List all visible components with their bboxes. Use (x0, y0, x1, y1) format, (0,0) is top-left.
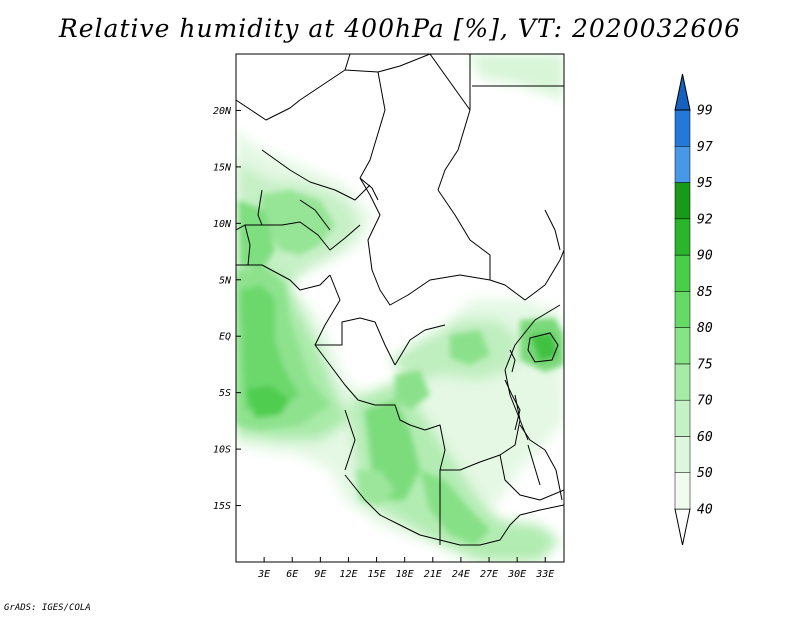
colorbar-label: 97 (697, 140, 713, 155)
colorbar-segment (674, 436, 691, 473)
colorbar-label: 70 (697, 394, 713, 409)
lat-tick-label: 15N (213, 162, 232, 173)
colorbar-segment (674, 327, 691, 365)
colorbar-segment (674, 218, 691, 256)
colorbar-label: 85 (697, 285, 713, 300)
lat-tick-label: 5S (219, 388, 231, 399)
lakes (509, 332, 559, 486)
map-title: Relative humidity at 400hPa [%], VT: 202… (58, 14, 742, 43)
lat-tick-label: 5N (219, 275, 232, 286)
lon-tick-label: 9E (314, 569, 326, 580)
colorbar-segment (674, 182, 691, 220)
latitude-ticks: 20N 15N 10N 5N EQ 5S 10S 15S (213, 106, 241, 512)
colorbar-label: 90 (697, 249, 713, 264)
colorbar-label: 40 (697, 503, 713, 518)
lat-tick-label: EQ (219, 332, 231, 343)
colorbar-label: 95 (697, 176, 713, 191)
lon-tick-label: 30E (507, 569, 526, 580)
colorbar-lower-arrow (674, 508, 691, 546)
colorbar: 40 50 60 70 75 80 85 90 92 95 97 99 (674, 73, 713, 546)
credit-text: GrADS: IGES/COLA (4, 603, 91, 613)
colorbar-segment (674, 109, 691, 147)
lon-tick-label: 24E (452, 569, 470, 580)
lat-tick-label: 10S (213, 445, 231, 456)
colorbar-segment (674, 363, 691, 401)
lat-tick-label: 15S (213, 501, 231, 512)
lon-tick-label: 6E (286, 569, 298, 580)
colorbar-upper-arrow (674, 73, 691, 111)
colorbar-segment (674, 254, 691, 292)
lon-tick-label: 15E (368, 569, 386, 580)
lon-tick-label: 33E (535, 569, 554, 580)
map-frame (235, 53, 565, 563)
lon-tick-label: 21E (424, 569, 442, 580)
longitude-ticks: 3E 6E 9E 12E 15E 18E 21E 24E 27E 30E 33E (257, 557, 554, 580)
colorbar-label: 92 (697, 212, 713, 227)
colorbar-segment (674, 146, 691, 183)
colorbar-label: 99 (697, 104, 713, 119)
lon-tick-label: 18E (396, 569, 414, 580)
lat-tick-label: 20N (213, 106, 232, 117)
colorbar-label: 60 (697, 430, 713, 445)
colorbar-segment (674, 399, 691, 437)
colorbar-label: 50 (697, 466, 713, 481)
humidity-field (236, 54, 564, 562)
lon-tick-label: 27E (480, 569, 498, 580)
colorbar-segment (674, 291, 691, 328)
colorbar-segment (674, 472, 691, 510)
lat-tick-label: 10N (213, 219, 232, 230)
colorbar-label: 75 (697, 357, 713, 372)
country-boundaries (236, 54, 564, 546)
colorbar-label: 80 (697, 321, 713, 336)
lon-tick-label: 12E (339, 569, 357, 580)
lon-tick-label: 3E (257, 569, 270, 580)
